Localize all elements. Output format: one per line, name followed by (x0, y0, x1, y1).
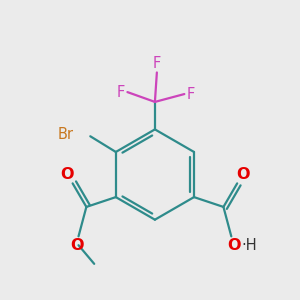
Text: O: O (227, 238, 241, 253)
Text: O: O (60, 167, 74, 182)
Text: ·H: ·H (241, 238, 257, 253)
Text: F: F (116, 85, 125, 100)
Text: F: F (187, 87, 195, 102)
Text: F: F (153, 56, 161, 71)
Text: Br: Br (58, 127, 74, 142)
Text: O: O (70, 238, 83, 253)
Text: O: O (236, 167, 250, 182)
